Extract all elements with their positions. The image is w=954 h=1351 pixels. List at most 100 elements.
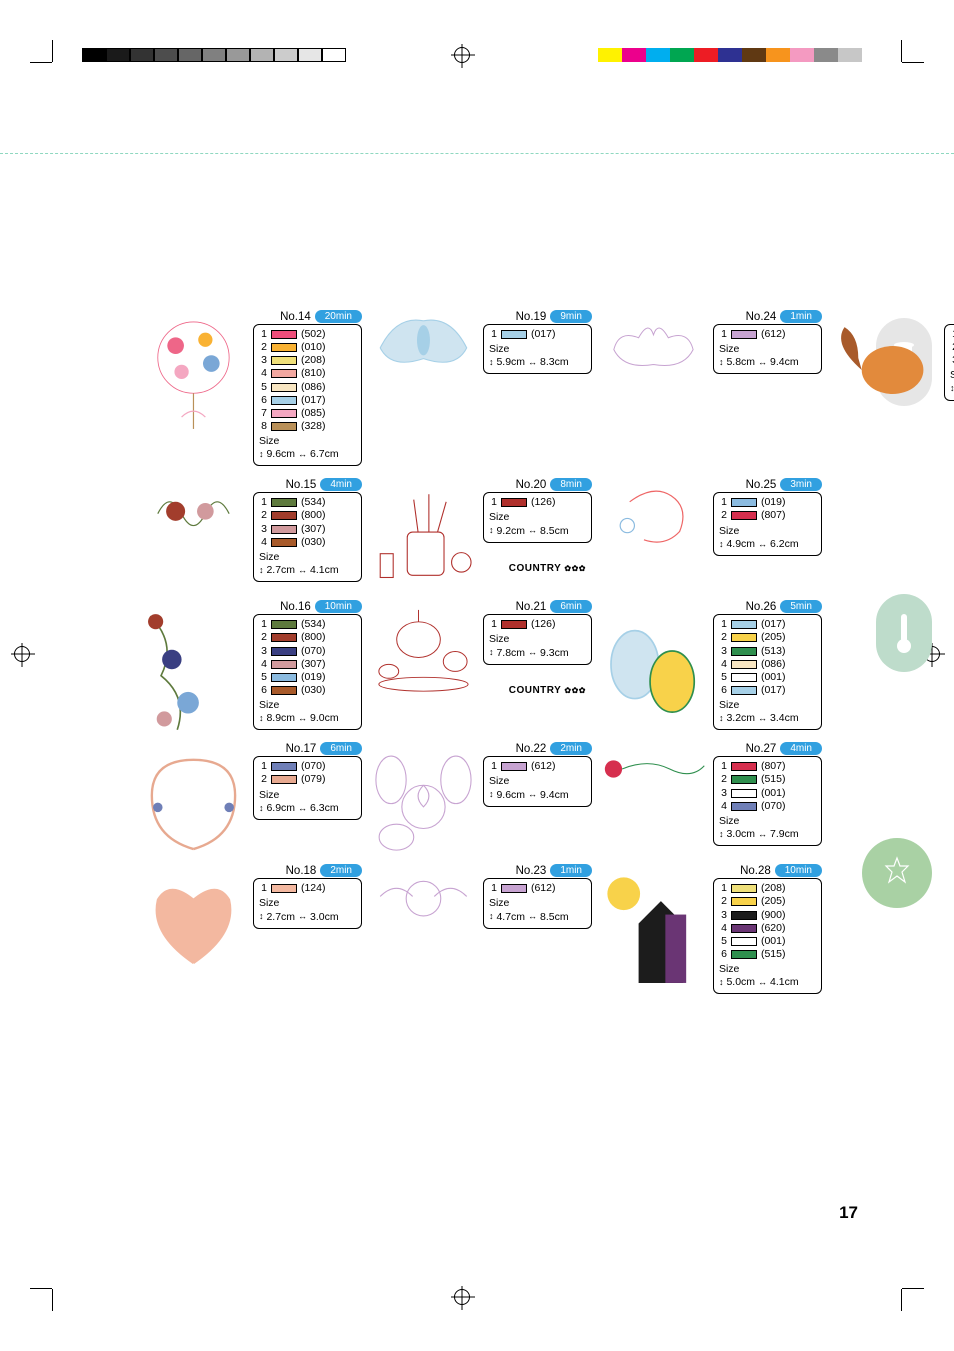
thread-code: (328) [301, 420, 326, 433]
width-value: 8.3cm [540, 356, 569, 369]
time-pill: 6min [550, 600, 592, 613]
thread-swatch [271, 369, 297, 378]
thread-swatch [271, 525, 297, 534]
thread-swatch [731, 620, 757, 629]
height-icon: ↕ [719, 539, 724, 550]
thread-row: 5(001) [719, 671, 816, 684]
design-grid: No.1420min1(502)2(010)3(208)4(810)5(086)… [134, 310, 824, 994]
thread-swatch [271, 538, 297, 547]
thread-code: (807) [761, 760, 786, 773]
height-value: 2.7cm [266, 564, 295, 577]
thread-swatch [731, 897, 757, 906]
thread-row: 2(010) [259, 341, 356, 354]
design-item: No.294min1(337)2(030)3(058)Size↕2.5cm ↔2… [824, 310, 954, 466]
thread-row: 1(502) [259, 328, 356, 341]
time-pill: 5min [780, 600, 822, 613]
thread-info-box: 1(017)Size↕5.9cm ↔8.3cm [483, 324, 592, 374]
thread-code: (205) [761, 895, 786, 908]
design-number: No.23 [516, 865, 547, 877]
size-row: ↕9.6cm ↔9.4cm [489, 789, 586, 802]
thread-index: 2 [259, 341, 267, 354]
time-pill: 8min [550, 478, 592, 491]
page-number: 17 [839, 1203, 858, 1223]
height-value: 9.6cm [496, 789, 525, 802]
height-icon: ↕ [950, 383, 954, 394]
thread-code: (810) [301, 367, 326, 380]
time-pill: 4min [320, 478, 362, 491]
design-number: No.26 [746, 601, 777, 613]
thread-swatch [271, 673, 297, 682]
thread-row: 1(534) [259, 618, 356, 631]
size-label: Size [489, 633, 586, 646]
thread-swatch [271, 498, 297, 507]
thread-index: 5 [259, 671, 267, 684]
size-label: Size [489, 343, 586, 356]
thread-code: (019) [301, 671, 326, 684]
side-tab-emblem-icon [862, 838, 932, 908]
thread-swatch [271, 383, 297, 392]
size-row: ↕4.7cm ↔8.5cm [489, 911, 586, 924]
width-value: 9.3cm [540, 647, 569, 660]
width-value: 8.5cm [540, 525, 569, 538]
width-value: 6.7cm [310, 448, 339, 461]
thread-code: (030) [301, 536, 326, 549]
size-label: Size [719, 815, 816, 828]
width-icon: ↔ [758, 713, 767, 724]
thread-row: 2(030) [950, 341, 954, 354]
width-icon: ↔ [528, 789, 537, 800]
height-value: 8.9cm [266, 712, 295, 725]
height-icon: ↕ [719, 977, 724, 988]
thread-index: 4 [719, 800, 727, 813]
width-value: 9.4cm [770, 356, 799, 369]
thread-code: (612) [531, 882, 556, 895]
thread-swatch [271, 511, 297, 520]
thread-swatch [271, 330, 297, 339]
thread-swatch [731, 775, 757, 784]
time-pill: 10min [775, 864, 822, 877]
width-value: 6.3cm [310, 802, 339, 815]
register-mark-bottom [454, 1289, 470, 1305]
height-value: 5.0cm [726, 976, 755, 989]
thread-index: 2 [259, 773, 267, 786]
width-icon: ↔ [298, 713, 307, 724]
thread-index: 2 [719, 509, 727, 522]
thread-code: (124) [301, 882, 326, 895]
height-value: 9.6cm [266, 448, 295, 461]
thread-index: 1 [719, 760, 727, 773]
height-icon: ↕ [719, 357, 724, 368]
thread-code: (515) [761, 948, 786, 961]
thread-row: 3(900) [719, 909, 816, 922]
thread-row: 1 (807) [719, 760, 816, 773]
time-pill: 9min [550, 310, 592, 323]
height-icon: ↕ [489, 357, 494, 368]
thread-index: 1 [489, 882, 497, 895]
time-pill: 10min [315, 600, 362, 613]
thread-row: 3(307) [259, 523, 356, 536]
thread-row: 2(800) [259, 631, 356, 644]
design-item: No.2810min1(208)2(205)3(900)4(620)5(001)… [594, 864, 822, 994]
thread-index: 1 [719, 328, 727, 341]
width-value: 9.0cm [310, 712, 339, 725]
thread-index: 2 [719, 895, 727, 908]
thread-code: (001) [761, 787, 786, 800]
thread-code: (502) [301, 328, 326, 341]
thread-row: 4(307) [259, 658, 356, 671]
thread-row: 6(515) [719, 948, 816, 961]
size-row: ↕8.9cm ↔9.0cm [259, 712, 356, 725]
thread-swatch [731, 330, 757, 339]
thread-row: 5 (019) [259, 671, 356, 684]
width-icon: ↔ [298, 803, 307, 814]
thread-index: 7 [259, 407, 267, 420]
thread-swatch [731, 673, 757, 682]
thread-index: 4 [719, 922, 727, 935]
height-value: 4.7cm [496, 911, 525, 924]
thread-index: 2 [259, 509, 267, 522]
size-label: Size [489, 775, 586, 788]
thread-swatch [731, 686, 757, 695]
size-row: ↕5.0cm ↔4.1cm [719, 976, 816, 989]
thread-code: (017) [761, 684, 786, 697]
thread-swatch [501, 498, 527, 507]
design-number: No.27 [746, 743, 777, 755]
size-row: ↕9.6cm ↔6.7cm [259, 448, 356, 461]
design-preview [594, 864, 713, 974]
